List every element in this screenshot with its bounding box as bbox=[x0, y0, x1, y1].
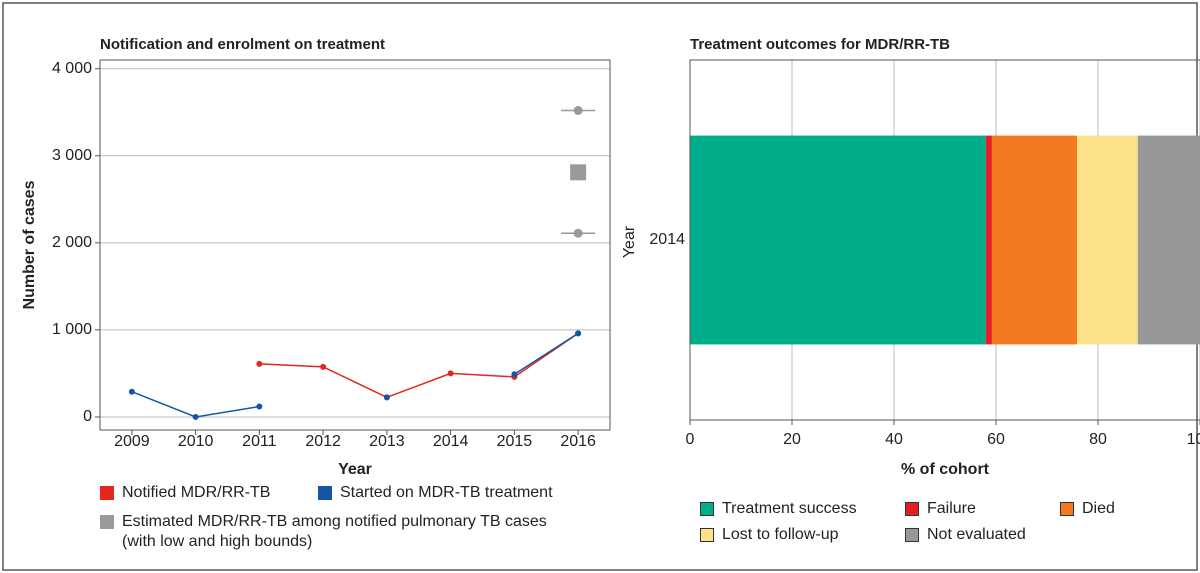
legend-item: Not evaluated bbox=[905, 525, 1105, 545]
point bbox=[383, 394, 390, 401]
legend-item: Failure bbox=[905, 499, 1105, 519]
legend-label: Died bbox=[1082, 500, 1115, 517]
x-tick-label: 2010 bbox=[178, 433, 214, 450]
y-tick-label: 2 000 bbox=[52, 234, 92, 251]
bar-segment bbox=[1137, 135, 1200, 345]
point bbox=[320, 363, 327, 370]
legend-label: Treatment success bbox=[722, 500, 857, 517]
x-tick-label: 2014 bbox=[433, 433, 469, 450]
legend-label: Notified MDR/RR-TB bbox=[122, 484, 271, 501]
y-tick-label: 4 000 bbox=[52, 60, 92, 77]
x-tick-label: 0 bbox=[686, 431, 695, 448]
legend-item: Lost to follow-up bbox=[700, 525, 900, 545]
point bbox=[511, 371, 518, 378]
x-tick-label: 2013 bbox=[369, 433, 405, 450]
x-tick-label: 60 bbox=[987, 431, 1005, 448]
legend-swatch bbox=[100, 486, 114, 500]
x-tick-label: 80 bbox=[1089, 431, 1107, 448]
legend-item: Died bbox=[1060, 499, 1200, 519]
x-tick-label: 2016 bbox=[560, 433, 596, 450]
bar-segment bbox=[991, 135, 1078, 345]
y-tick-label: 2014 bbox=[649, 231, 685, 248]
legend-item: Treatment success bbox=[700, 499, 900, 519]
series-line bbox=[259, 332, 579, 399]
point bbox=[192, 413, 199, 420]
estimate bbox=[570, 164, 587, 181]
y-tick-label: 0 bbox=[83, 408, 92, 425]
x-axis-title: % of cohort bbox=[901, 461, 990, 478]
bar-segment bbox=[985, 135, 992, 345]
legend-item: Estimated MDR/RR-TB among notified pulmo… bbox=[100, 512, 570, 552]
legend-item: Notified MDR/RR-TB bbox=[100, 483, 310, 503]
x-tick-label: 20 bbox=[783, 431, 801, 448]
legend-swatch bbox=[700, 528, 714, 542]
chart-title: Treatment outcomes for MDR/RR-TB bbox=[690, 36, 950, 53]
legend-swatch bbox=[1060, 502, 1074, 516]
x-axis-title: Year bbox=[338, 461, 372, 478]
legend-label: Started on MDR-TB treatment bbox=[340, 484, 553, 501]
x-tick-label: 2011 bbox=[242, 433, 277, 450]
legend-label: Lost to follow-up bbox=[722, 526, 839, 543]
point bbox=[256, 403, 263, 410]
y-axis-title: Year bbox=[621, 225, 638, 258]
x-tick-label: 2009 bbox=[114, 433, 150, 450]
legend-label: Not evaluated bbox=[927, 526, 1026, 543]
y-tick-label: 1 000 bbox=[52, 321, 92, 338]
bar-segment bbox=[1077, 135, 1138, 345]
y-axis-title: Number of cases bbox=[21, 180, 38, 309]
chart-title: Notification and enrolment on treatment bbox=[100, 36, 385, 53]
plot-frame bbox=[689, 59, 1200, 421]
point bbox=[128, 388, 135, 395]
bar-segment bbox=[690, 135, 986, 345]
bound-low bbox=[573, 228, 583, 238]
legend-swatch bbox=[100, 515, 114, 529]
legend-swatch bbox=[318, 486, 332, 500]
x-tick-label: 100 bbox=[1187, 431, 1200, 448]
y-tick-label: 3 000 bbox=[52, 147, 92, 164]
legend-label: Estimated MDR/RR-TB among notified pulmo… bbox=[122, 513, 547, 550]
bound-high bbox=[573, 105, 583, 115]
x-tick-label: 2012 bbox=[305, 433, 341, 450]
x-tick-label: 2015 bbox=[497, 433, 533, 450]
plot-frame bbox=[99, 59, 611, 431]
point bbox=[447, 370, 454, 377]
legend-swatch bbox=[905, 528, 919, 542]
legend-item: Started on MDR-TB treatment bbox=[318, 483, 618, 503]
series-line bbox=[131, 332, 579, 418]
legend-swatch bbox=[905, 502, 919, 516]
legend-label: Failure bbox=[927, 500, 976, 517]
point bbox=[575, 330, 582, 337]
x-tick-label: 40 bbox=[885, 431, 903, 448]
point bbox=[256, 360, 263, 367]
legend-swatch bbox=[700, 502, 714, 516]
